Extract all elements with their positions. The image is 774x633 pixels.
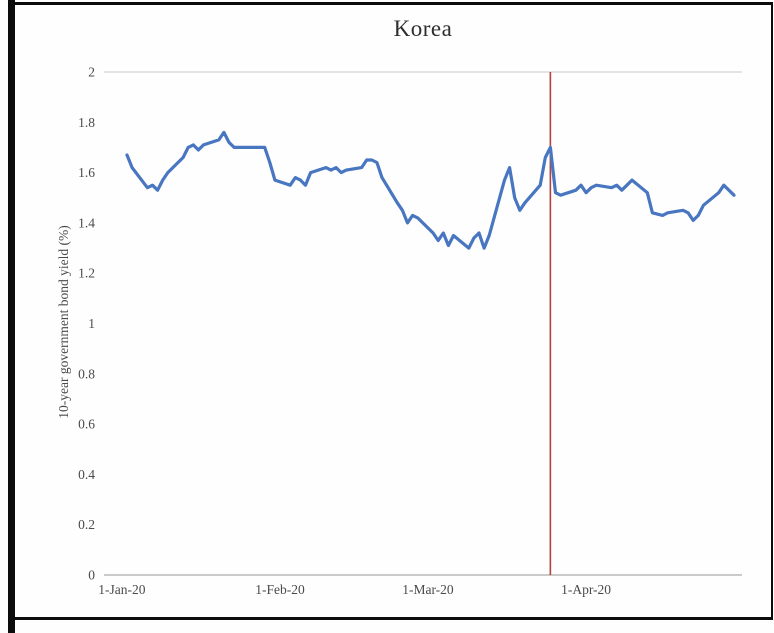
y-tick-label: 1.8 [78, 115, 95, 130]
y-tick-label: 0 [88, 568, 95, 583]
x-tick-label: 1-Jan-20 [98, 582, 145, 597]
frame-border-top [8, 2, 773, 5]
y-tick-label: 1 [88, 316, 95, 331]
frame-border-left [8, 0, 15, 633]
y-tick-label: 1.2 [78, 266, 95, 281]
chart-title: Korea [393, 16, 453, 41]
x-tick-label: 1-Mar-20 [402, 582, 454, 597]
x-tick-label: 1-Apr-20 [561, 582, 611, 597]
y-tick-label: 1.4 [78, 215, 95, 230]
y-tick-label: 0.4 [78, 467, 95, 482]
frame-border-bottom [8, 617, 773, 620]
y-tick-label: 0.8 [78, 366, 95, 381]
y-tick-label: 0.6 [78, 417, 95, 432]
yield-line [125, 130, 736, 250]
x-tick-label: 1-Feb-20 [255, 582, 305, 597]
y-tick-label: 1.6 [78, 165, 95, 180]
y-tick-label: 2 [88, 65, 95, 80]
frame-border-right [771, 2, 773, 620]
y-tick-label: 0.2 [78, 517, 95, 532]
